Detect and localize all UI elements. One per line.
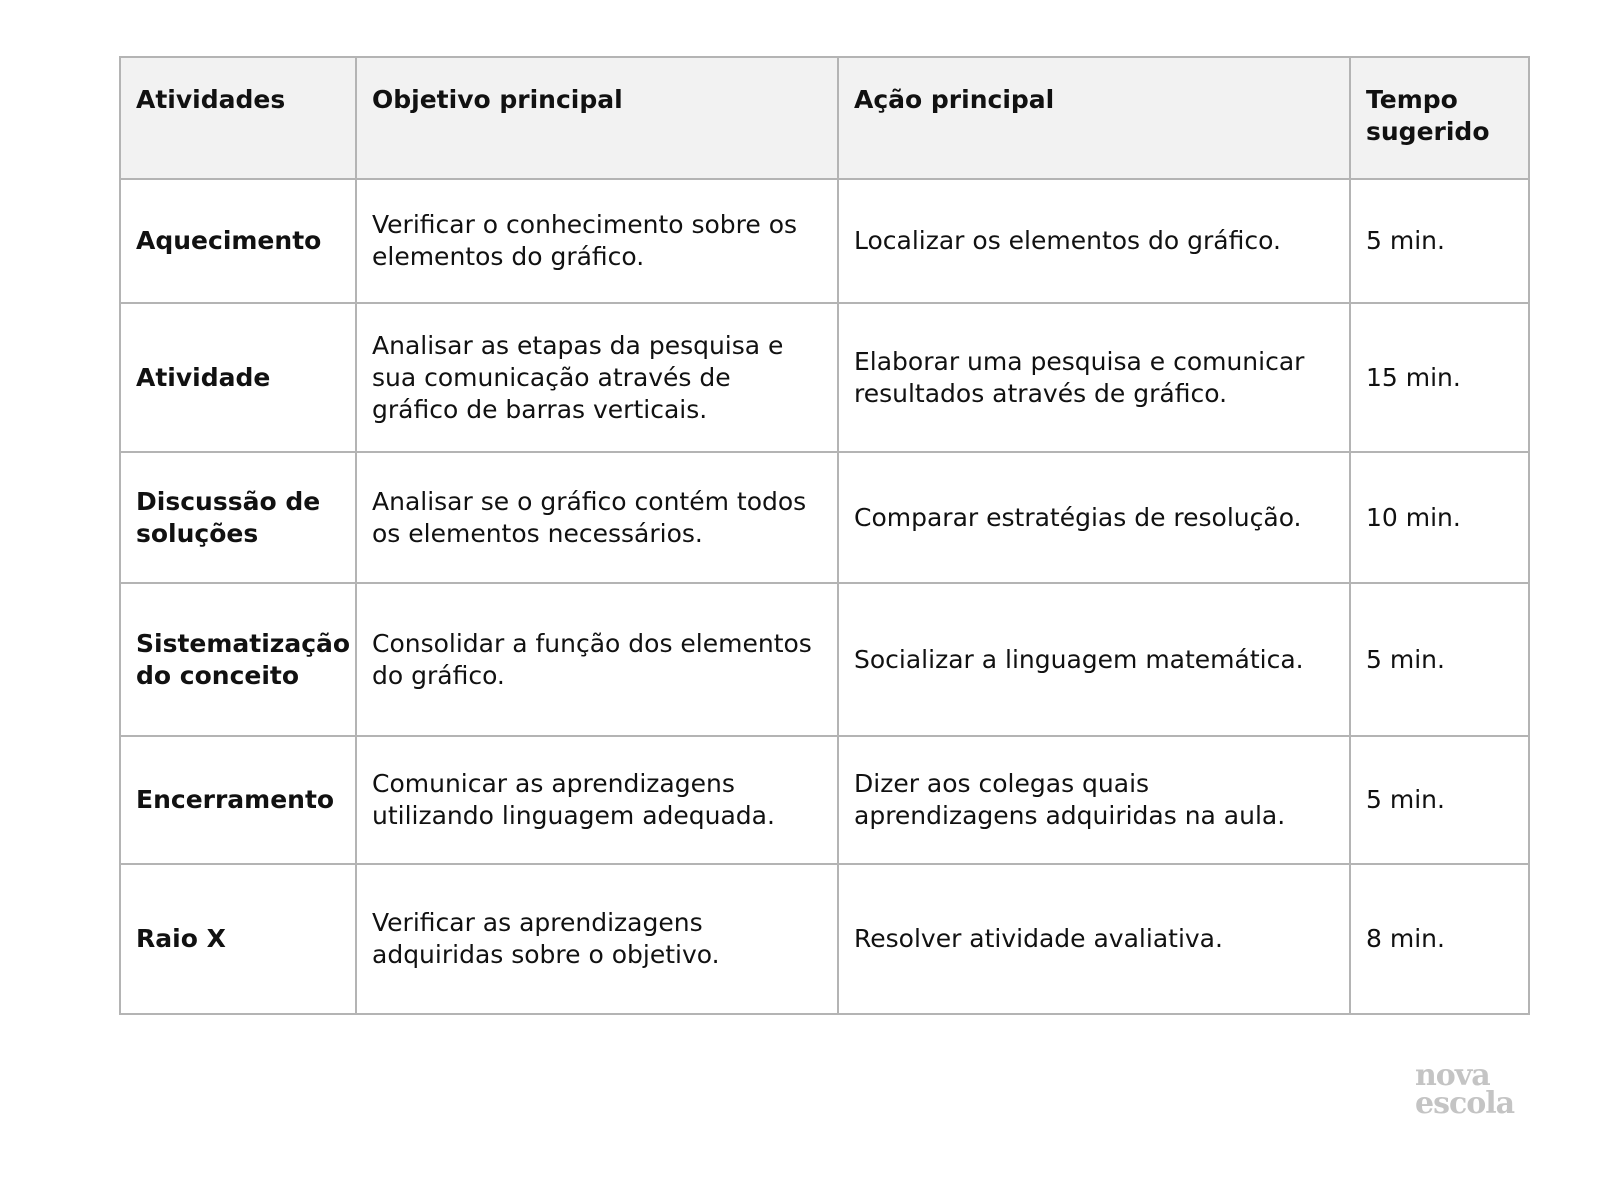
cell-objective: Verificar o conhecimento sobre os elemen…	[355, 178, 839, 304]
cell-time: 15 min.	[1349, 302, 1530, 453]
activities-table: Atividades Objetivo principal Ação princ…	[119, 56, 1530, 1015]
cell-objective: Verificar as aprendizagens adquiridas so…	[355, 863, 839, 1015]
table-row: Raio X Verificar as aprendizagens adquiri…	[119, 863, 1530, 1015]
cell-activity: Sistematização do conceito	[119, 582, 357, 737]
cell-action: Dizer aos colegas quais aprendizagens ad…	[837, 735, 1351, 865]
cell-time: 5 min.	[1349, 582, 1530, 737]
cell-objective: Consolidar a função dos elementos do grá…	[355, 582, 839, 737]
cell-action: Elaborar uma pesquisa e comunicar result…	[837, 302, 1351, 453]
header-activities: Atividades	[119, 56, 357, 180]
logo-line2: escola	[1415, 1086, 1515, 1121]
table-row: Discussão de soluções Analisar se o gráfi…	[119, 451, 1530, 584]
cell-time: 10 min.	[1349, 451, 1530, 584]
table-row: Aquecimento Verificar o conhecimento sobr…	[119, 178, 1530, 304]
cell-action: Resolver atividade avaliativa.	[837, 863, 1351, 1015]
cell-activity: Discussão de soluções	[119, 451, 357, 584]
cell-activity: Atividade	[119, 302, 357, 453]
header-time: Tempo sugerido	[1349, 56, 1530, 180]
header-row: Atividades Objetivo principal Ação princ…	[119, 56, 1530, 180]
cell-time: 8 min.	[1349, 863, 1530, 1015]
cell-objective: Comunicar as aprendizagens utilizando li…	[355, 735, 839, 865]
cell-activity: Encerramento	[119, 735, 357, 865]
cell-action: Socializar a linguagem matemática.	[837, 582, 1351, 737]
cell-action: Comparar estratégias de resolução.	[837, 451, 1351, 584]
nova-escola-logo: nova escola	[1415, 1058, 1515, 1121]
cell-action: Localizar os elementos do gráfico.	[837, 178, 1351, 304]
table-row: Atividade Analisar as etapas da pesquisa …	[119, 302, 1530, 453]
header-objective: Objetivo principal	[355, 56, 839, 180]
header-action: Ação principal	[837, 56, 1351, 180]
cell-objective: Analisar se o gráfico contém todos os el…	[355, 451, 839, 584]
cell-objective: Analisar as etapas da pesquisa e sua com…	[355, 302, 839, 453]
logo-line1: nova	[1415, 1058, 1491, 1093]
cell-time: 5 min.	[1349, 178, 1530, 304]
cell-activity: Raio X	[119, 863, 357, 1015]
cell-time: 5 min.	[1349, 735, 1530, 865]
table-row: Encerramento Comunicar as aprendizagens u…	[119, 735, 1530, 865]
cell-activity: Aquecimento	[119, 178, 357, 304]
table-row: Sistematização do conceito Consolidar a f…	[119, 582, 1530, 737]
